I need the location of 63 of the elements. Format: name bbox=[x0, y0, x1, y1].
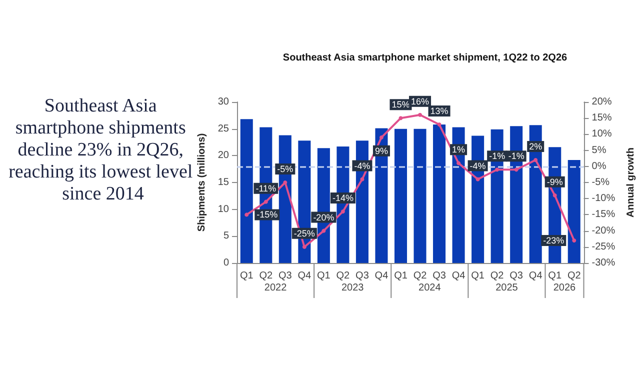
x-tick-label: Q1 bbox=[548, 270, 562, 282]
y-tick-label: 0 bbox=[223, 258, 230, 268]
data-label: -5% bbox=[277, 164, 294, 174]
data-label: -23% bbox=[543, 235, 564, 246]
y-tick-label: 5 bbox=[223, 230, 230, 242]
data-label: -25% bbox=[294, 228, 315, 238]
data-label: -9% bbox=[546, 176, 563, 187]
x-tick-label: Q3 bbox=[278, 270, 292, 282]
data-label: 15% bbox=[392, 100, 410, 110]
y2-tick-label: -25% bbox=[592, 241, 616, 252]
x-tick-label: Q2 bbox=[567, 270, 582, 282]
text: 2025 bbox=[496, 282, 518, 294]
x-tick-label: Q4 bbox=[298, 270, 312, 282]
data-label: -4% bbox=[354, 160, 370, 171]
y2-tick-label: -10% bbox=[592, 193, 616, 204]
data-label: -11% bbox=[256, 183, 276, 194]
x-tick-label: Q3 bbox=[432, 270, 446, 282]
data-label: 9% bbox=[374, 146, 388, 156]
x-tick-label: Q4 bbox=[528, 270, 543, 282]
data-label: 16% bbox=[411, 96, 430, 106]
data-label: 13% bbox=[430, 106, 448, 116]
data-label: -14% bbox=[332, 192, 354, 203]
x-tick-label: Q1 bbox=[394, 270, 408, 282]
text: Southeast Asia smartphone shipments decline 23% in 2Q26, reaching its lowest level since 2014 bbox=[8, 96, 198, 204]
text: 2024 bbox=[418, 282, 442, 294]
x-tick-label: Q1 bbox=[317, 270, 331, 282]
y2-tick-label: 0% bbox=[592, 160, 606, 172]
data-label: 1% bbox=[452, 144, 466, 155]
y-tick-label: 15 bbox=[218, 177, 230, 188]
y-tick-label: 20 bbox=[218, 150, 230, 162]
y-tick-label: 25 bbox=[218, 123, 230, 134]
y2-tick-label: 10% bbox=[592, 128, 612, 140]
x-tick-label: Q2 bbox=[490, 270, 504, 282]
x-tick-label: Q1 bbox=[240, 270, 254, 282]
x-tick-label: Q4 bbox=[452, 270, 466, 282]
x-tick-label: Q2 bbox=[259, 270, 274, 282]
data-label: -20% bbox=[313, 212, 334, 222]
y2-tick-label: -20% bbox=[592, 225, 616, 236]
data-label: -1% bbox=[489, 151, 506, 162]
y2-tick-label: -5% bbox=[592, 177, 610, 188]
data-label: -1% bbox=[508, 151, 524, 162]
x-tick-label: Q2 bbox=[336, 270, 350, 282]
y2-tick-label: -30% bbox=[592, 258, 616, 268]
y2-axis-title: Annual growth bbox=[626, 148, 636, 218]
data-label: -15% bbox=[256, 210, 278, 220]
x-tick-label: Q4 bbox=[374, 270, 389, 282]
x-tick-label: Q1 bbox=[471, 270, 485, 282]
y-tick-label: 30 bbox=[218, 96, 230, 108]
x-tick-label: Q3 bbox=[356, 270, 370, 282]
chart-title: Southeast Asia smartphone market shipment, 1Q22 to 2Q26 bbox=[282, 52, 568, 64]
data-label: -4% bbox=[470, 160, 486, 171]
y2-tick-label: -15% bbox=[592, 209, 616, 220]
text: 2026 bbox=[553, 282, 576, 294]
y2-tick-label: 15% bbox=[592, 112, 612, 124]
y-tick-label: 10 bbox=[218, 204, 230, 215]
y2-tick-label: 5% bbox=[592, 144, 606, 156]
y2-tick-label: 20% bbox=[592, 96, 612, 108]
y-axis-title: Shipments (millions) bbox=[196, 133, 208, 232]
text: 2022 bbox=[264, 282, 288, 294]
x-tick-label: Q3 bbox=[510, 270, 524, 282]
text: 2023 bbox=[341, 282, 364, 294]
data-label: 2% bbox=[529, 141, 542, 152]
x-tick-label: Q2 bbox=[413, 270, 428, 282]
